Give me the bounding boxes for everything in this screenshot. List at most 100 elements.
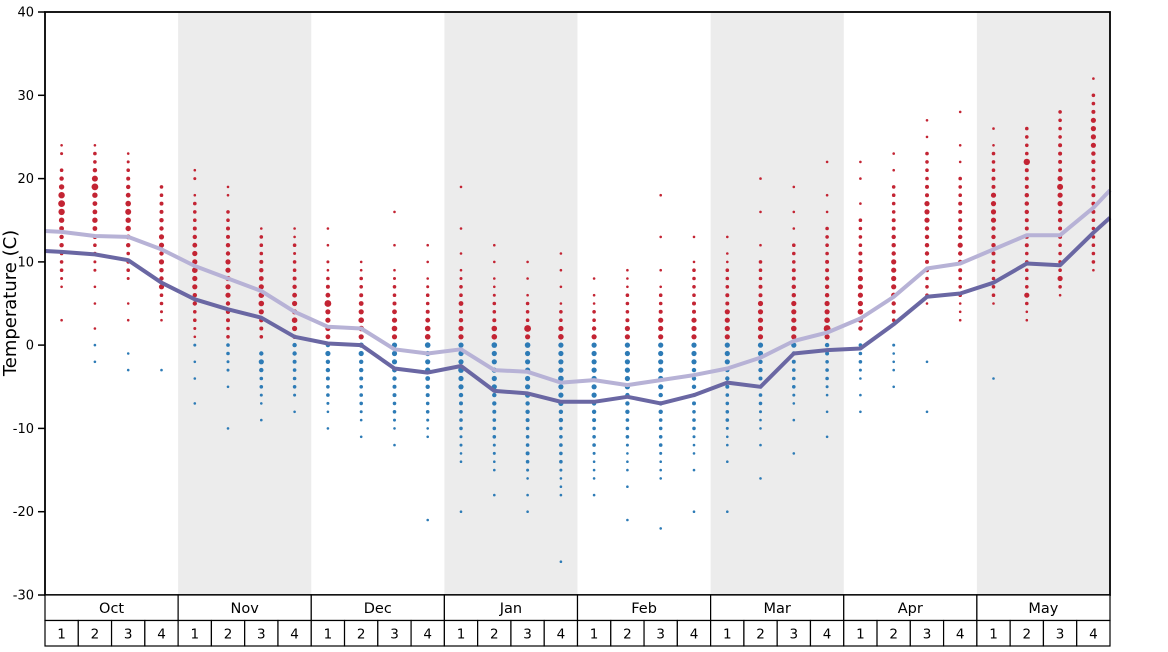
daily-high-dot xyxy=(425,293,430,298)
daily-low-dot xyxy=(193,402,197,405)
daily-high-dot xyxy=(326,260,330,264)
daily-high-dot xyxy=(791,300,797,307)
daily-high-dot xyxy=(259,235,264,239)
daily-high-dot xyxy=(891,234,896,240)
daily-high-dot xyxy=(591,334,597,340)
daily-high-dot xyxy=(126,277,130,280)
week-label: 3 xyxy=(790,626,799,642)
daily-low-dot xyxy=(193,377,197,380)
daily-high-dot xyxy=(492,293,496,297)
daily-high-dot xyxy=(59,260,64,264)
month-label: Apr xyxy=(898,601,923,617)
daily-high-dot xyxy=(225,284,231,290)
daily-low-dot xyxy=(359,385,364,389)
daily-high-dot xyxy=(126,243,131,248)
daily-high-dot xyxy=(391,317,398,323)
daily-low-dot xyxy=(359,435,363,439)
daily-high-dot xyxy=(958,110,962,114)
daily-high-dot xyxy=(757,334,764,340)
month-label: Mar xyxy=(764,601,791,617)
daily-high-dot xyxy=(1057,183,1064,190)
daily-low-dot xyxy=(326,427,330,430)
daily-high-dot xyxy=(791,268,796,273)
daily-low-dot xyxy=(226,343,230,347)
daily-low-dot xyxy=(692,426,696,431)
daily-high-dot xyxy=(925,151,929,156)
daily-high-dot xyxy=(891,301,896,306)
week-label: 1 xyxy=(457,626,466,642)
daily-high-dot xyxy=(891,210,896,214)
daily-high-dot xyxy=(326,227,330,230)
daily-high-dot xyxy=(292,300,298,307)
daily-low-dot xyxy=(559,485,563,489)
daily-high-dot xyxy=(92,201,98,207)
daily-low-dot xyxy=(359,367,364,373)
daily-high-dot xyxy=(991,243,996,248)
daily-high-dot xyxy=(126,152,130,155)
week-cell xyxy=(410,619,445,647)
daily-high-dot xyxy=(258,309,264,315)
daily-high-dot xyxy=(125,225,131,232)
daily-low-dot xyxy=(691,376,697,381)
daily-high-dot xyxy=(1025,268,1029,273)
daily-high-dot xyxy=(1092,77,1095,80)
daily-high-dot xyxy=(792,243,796,247)
daily-high-dot xyxy=(625,293,630,298)
daily-low-dot xyxy=(792,376,796,381)
daily-high-dot xyxy=(859,202,862,205)
daily-low-dot xyxy=(525,443,530,447)
daily-low-dot xyxy=(492,418,497,422)
daily-high-dot xyxy=(93,327,97,330)
daily-high-dot xyxy=(726,260,729,264)
month-cell xyxy=(443,594,579,622)
daily-high-dot xyxy=(526,277,529,280)
daily-low-dot xyxy=(726,435,729,439)
daily-high-dot xyxy=(459,227,463,230)
daily-high-dot xyxy=(192,267,198,274)
daily-low-dot xyxy=(859,393,862,397)
daily-high-dot xyxy=(59,243,64,248)
daily-low-dot xyxy=(459,410,463,414)
daily-high-dot xyxy=(857,309,864,315)
daily-high-dot xyxy=(1091,109,1096,114)
daily-low-dot xyxy=(692,452,696,455)
daily-low-dot xyxy=(792,418,796,422)
month-band xyxy=(178,12,312,595)
daily-high-dot xyxy=(226,226,230,231)
daily-high-dot xyxy=(659,285,662,289)
daily-high-dot xyxy=(891,251,896,256)
daily-high-dot xyxy=(991,293,996,298)
daily-high-dot xyxy=(1058,159,1063,164)
daily-high-dot xyxy=(258,276,264,281)
daily-high-dot xyxy=(359,260,363,264)
daily-high-dot xyxy=(60,318,63,322)
daily-high-dot xyxy=(93,260,97,264)
daily-high-dot xyxy=(193,201,197,206)
week-label: 1 xyxy=(57,626,66,642)
daily-high-dot xyxy=(359,276,364,281)
week-cell xyxy=(710,619,745,647)
daily-high-dot xyxy=(692,268,696,273)
daily-high-dot xyxy=(58,192,65,199)
daily-high-dot xyxy=(125,192,131,198)
week-label: 4 xyxy=(423,626,432,642)
daily-high-dot xyxy=(159,251,164,256)
week-label: 2 xyxy=(623,626,632,642)
daily-low-dot xyxy=(692,468,696,472)
daily-high-dot xyxy=(958,276,962,281)
daily-high-dot xyxy=(692,309,696,314)
week-label: 3 xyxy=(656,626,665,642)
daily-low-dot xyxy=(493,493,496,497)
daily-high-dot xyxy=(858,326,863,331)
daily-low-dot xyxy=(792,393,796,397)
daily-low-dot xyxy=(626,485,629,489)
daily-high-dot xyxy=(493,243,496,247)
y-tick-label: 10 xyxy=(17,255,34,270)
daily-low-dot xyxy=(592,477,596,480)
daily-low-dot xyxy=(691,350,697,357)
daily-high-dot xyxy=(93,302,97,305)
daily-low-dot xyxy=(491,359,497,365)
daily-high-dot xyxy=(824,300,830,307)
daily-high-dot xyxy=(958,144,962,147)
